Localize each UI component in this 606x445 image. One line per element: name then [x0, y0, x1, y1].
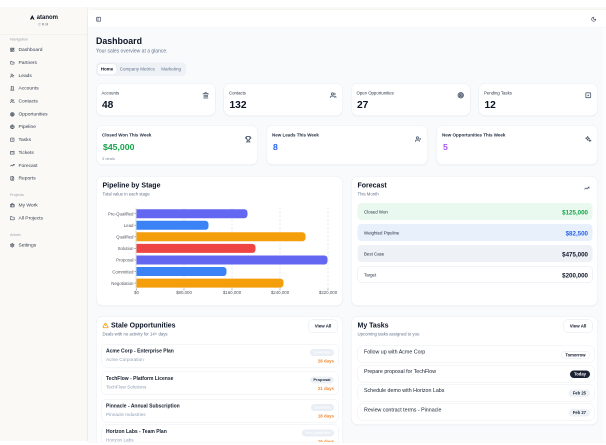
- svg-text:Negotiation: Negotiation: [111, 281, 134, 286]
- svg-text:$0: $0: [134, 290, 139, 295]
- svg-text:Proposal: Proposal: [116, 258, 133, 263]
- svg-text:$80,000: $80,000: [176, 290, 192, 295]
- svg-text:$320,000: $320,000: [319, 290, 338, 295]
- svg-text:Lead: Lead: [124, 223, 134, 228]
- svg-text:Pre-Qualified: Pre-Qualified: [108, 211, 134, 216]
- svg-text:Solution: Solution: [118, 246, 134, 251]
- svg-text:Qualified: Qualified: [116, 235, 134, 240]
- svg-text:$240,000: $240,000: [271, 290, 290, 295]
- svg-text:$160,000: $160,000: [223, 290, 242, 295]
- svg-text:Committed: Committed: [112, 269, 134, 274]
